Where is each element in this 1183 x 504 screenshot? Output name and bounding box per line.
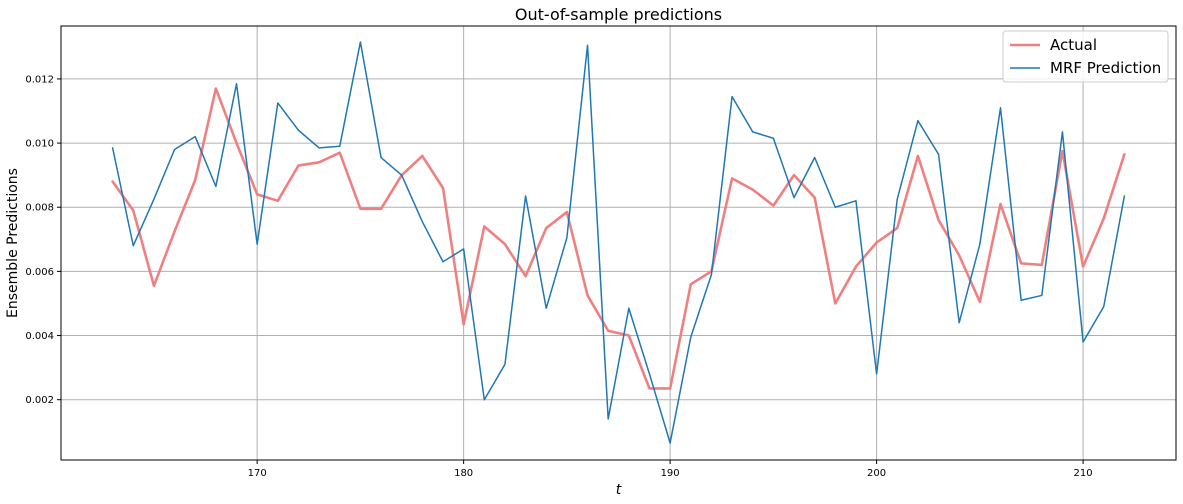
legend-box — [1002, 30, 1169, 83]
y-tick-label: 0.010 — [25, 139, 54, 150]
y-tick-label: 0.006 — [25, 267, 54, 278]
series-line-actual — [111, 87, 1126, 390]
series-lines — [111, 41, 1126, 444]
y-axis-ticks: 0.002 0.004 0.006 0.008 0.010 0.012 — [25, 74, 61, 406]
y-tick-label: 0.012 — [25, 74, 54, 85]
chart-title: Out-of-sample predictions — [515, 5, 722, 24]
x-tick-label: 190 — [661, 468, 680, 479]
x-tick-label: 180 — [454, 468, 473, 479]
legend: Actual MRF Prediction — [1002, 30, 1169, 83]
x-tick-label: 170 — [248, 468, 267, 479]
x-axis-title: t — [616, 482, 622, 498]
x-axis-ticks: 170 180 190 200 210 — [248, 460, 1093, 479]
y-tick-label: 0.004 — [25, 331, 54, 342]
series-line-mrf-prediction — [111, 41, 1126, 444]
y-axis-title: Ensemble Predictions — [5, 168, 21, 318]
legend-label-actual: Actual — [1050, 36, 1097, 54]
plot-frame — [60, 25, 1177, 461]
x-tick-label: 200 — [867, 468, 886, 479]
y-tick-label: 0.008 — [25, 203, 54, 214]
y-tick-label: 0.002 — [25, 395, 54, 406]
legend-label-mrf-prediction: MRF Prediction — [1050, 59, 1161, 77]
grid-lines — [61, 26, 1176, 460]
x-tick-label: 210 — [1074, 468, 1093, 479]
